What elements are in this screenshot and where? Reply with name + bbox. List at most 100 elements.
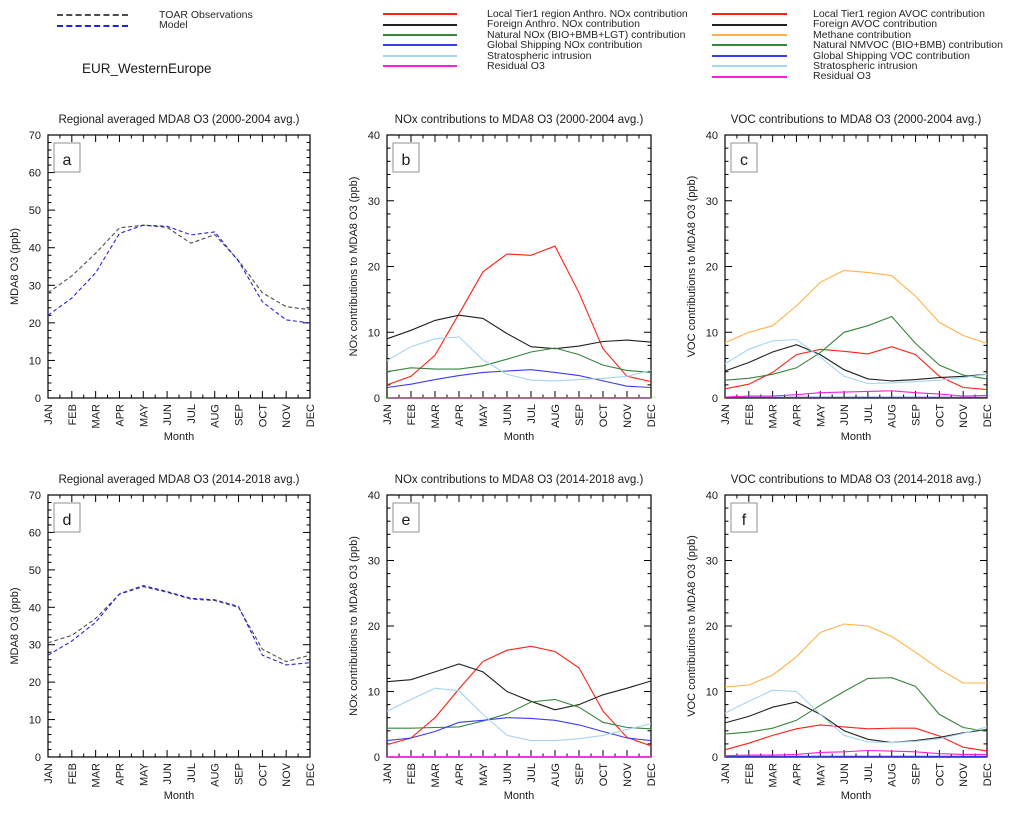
x-tick-label: JAN (43, 763, 55, 784)
series-line: Stratospheric intrusion (386, 336, 652, 382)
y-tick-label: 30 (29, 640, 41, 652)
legend-line-swatch (383, 33, 457, 36)
x-tick-label: MAR (91, 763, 103, 788)
y-tick-label: 50 (29, 565, 41, 577)
y-tick-label: 30 (706, 556, 718, 568)
panel-e-ylabel: NOx contributions to MDA8 O3 (ppb) (348, 536, 360, 716)
panel-a: Regional averaged MDA8 O3 (2000-2004 avg… (9, 114, 317, 443)
panel-letter-box (53, 502, 81, 533)
panel-letter-box (392, 502, 420, 533)
series-line: Global Shipping NOx contribution (386, 717, 652, 742)
x-tick-label: JUN (502, 763, 514, 784)
x-tick-label: NOV (281, 403, 293, 428)
legend-item-label: Global Shipping NOx contribution (487, 39, 643, 52)
plot-border (724, 134, 988, 399)
x-tick-label: FEB (406, 404, 418, 425)
series-line: TOAR Observations (47, 586, 311, 663)
y-tick-label: 0 (374, 393, 380, 405)
x-tick-label: OCT (934, 763, 946, 787)
panel-letter-box (53, 142, 81, 173)
panel-a-xlabel: Month (164, 431, 195, 443)
legend-item: Global Shipping NOx contribution (383, 39, 688, 52)
x-tick-label: AUG (550, 404, 562, 428)
x-tick-label: FEB (744, 763, 756, 784)
y-tick-label: 10 (368, 327, 380, 339)
series-line: Local Tier1 region Anthro. NOx contribut… (386, 245, 652, 386)
series-line: Foreign Anthro. NOx contribution (386, 663, 652, 711)
legend-obs-model: TOAR Observations Model (57, 10, 253, 31)
x-tick-label: JUN (162, 763, 174, 784)
series-line: Foreign AVOC contribution (724, 701, 988, 744)
panel-e: NOx contributions to MDA8 O3 (2014-2018 … (348, 474, 658, 802)
y-tick-label: 30 (368, 556, 380, 568)
panel-letter: d (63, 512, 72, 529)
series-line: Residual O3 (724, 749, 987, 757)
legend-line-swatch (57, 24, 128, 27)
legend-line-swatch (383, 54, 457, 57)
legend-line-swatch (57, 14, 128, 17)
legend-item: Natural NOx (BIO+BMB+LGT) contribution (383, 29, 688, 40)
y-tick-label: 0 (35, 393, 41, 405)
legend-item-label: TOAR Observations (159, 9, 253, 21)
x-tick-label: OCT (257, 404, 269, 428)
y-tick-label: 0 (712, 752, 718, 764)
x-tick-label: DEC (982, 404, 994, 427)
panel-a-title: Regional averaged MDA8 O3 (2000-2004 avg… (58, 114, 299, 126)
legend-line-swatch (383, 44, 457, 47)
series-line: Natural NOx (BIO+BMB+LGT) contribution (387, 698, 652, 730)
panel-e-title: NOx contributions to MDA8 O3 (2014-2018 … (395, 474, 644, 486)
panel-letter: a (63, 152, 72, 169)
y-tick-label: 20 (368, 621, 380, 633)
panel-f-title: VOC contributions to MDA8 O3 (2014-2018 … (731, 474, 982, 486)
x-tick-label: OCT (257, 763, 269, 787)
series-line: Stratospheric intrusion (724, 338, 988, 385)
legend-item: Foreign AVOC contribution (712, 18, 1003, 31)
x-tick-label: APR (791, 763, 803, 786)
x-tick-label: APR (114, 763, 126, 786)
y-tick-label: 70 (29, 130, 41, 142)
x-tick-label: AUG (550, 763, 562, 787)
y-tick-label: 10 (29, 715, 41, 727)
x-tick-label: SEP (574, 404, 586, 426)
x-tick-label: NOV (622, 762, 634, 787)
panel-letter: e (402, 512, 411, 529)
series-line: Residual O3 (724, 390, 988, 398)
series-line: TOAR Observations (47, 224, 311, 311)
x-tick-label: NOV (281, 762, 293, 787)
legend-item: TOAR Observations (57, 10, 253, 20)
legend-item: Foreign Anthro. NOx contribution (383, 19, 688, 30)
y-tick-label: 30 (368, 196, 380, 208)
panel-c-ylabel: VOC contributions to MDA8 O3 (ppb) (686, 176, 698, 358)
panel-d-ylabel: MDA8 O3 (ppb) (9, 587, 21, 664)
y-tick-label: 20 (706, 621, 718, 633)
x-tick-label: DEC (646, 763, 658, 786)
series-line: Global Shipping NOx contribution (386, 369, 652, 389)
panel-c-title: VOC contributions to MDA8 O3 (2000-2004 … (731, 114, 982, 126)
legend-item: Natural NMVOC (BIO+BMB) contribution (712, 40, 1003, 51)
y-tick-label: 0 (35, 752, 41, 764)
x-tick-label: MAY (478, 403, 490, 427)
y-tick-label: 40 (368, 490, 380, 502)
y-tick-label: 10 (368, 687, 380, 699)
legend-item: Local Tier1 region AVOC contribution (712, 9, 1003, 19)
x-tick-label: APR (791, 404, 803, 427)
x-tick-label: DEC (646, 404, 658, 427)
legend-item: Stratospheric intrusion (712, 60, 1003, 71)
y-tick-label: 0 (712, 393, 718, 405)
x-tick-label: DEC (305, 763, 317, 786)
x-tick-label: JAN (720, 404, 732, 425)
y-tick-label: 20 (29, 318, 41, 330)
x-tick-label: NOV (958, 403, 970, 428)
x-tick-label: JUL (186, 404, 198, 424)
x-tick-label: AUG (887, 404, 899, 428)
x-tick-label: SEP (234, 763, 246, 785)
panel-letter: f (742, 512, 747, 529)
legend-item-label: Foreign AVOC contribution (813, 18, 938, 31)
plot-border (724, 494, 988, 758)
x-tick-label: AUG (887, 763, 899, 787)
legend-item-label: Global Shipping VOC contribution (813, 49, 971, 62)
x-tick-label: DEC (305, 404, 317, 427)
x-tick-label: NOV (622, 403, 634, 428)
x-tick-label: JUN (502, 404, 514, 425)
legend-line-swatch (712, 33, 787, 36)
